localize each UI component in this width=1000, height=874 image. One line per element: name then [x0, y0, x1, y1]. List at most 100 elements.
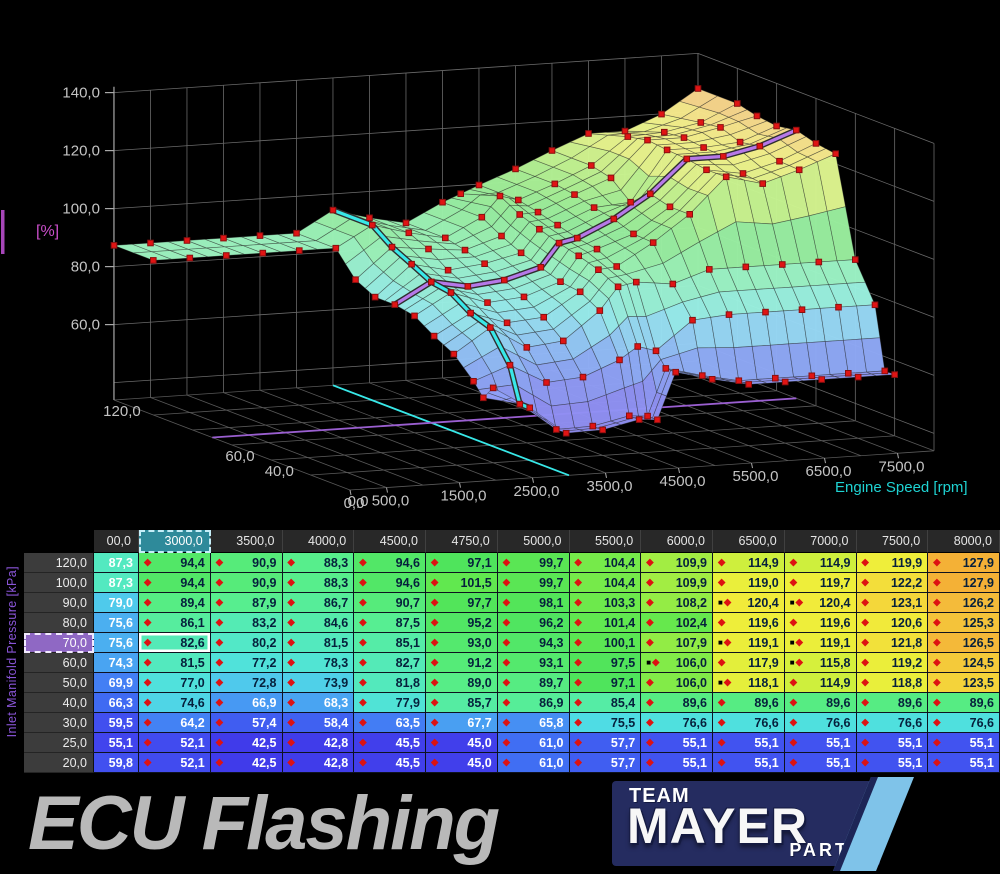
surface-point-marker[interactable]: [666, 203, 674, 211]
surface-point-marker[interactable]: [516, 211, 524, 218]
map-cell[interactable]: ◆ 119,9: [856, 553, 929, 573]
surface-point-marker[interactable]: [555, 239, 563, 247]
map-cell[interactable]: ◆ 55,1: [928, 733, 1000, 753]
surface-point-marker[interactable]: [562, 429, 570, 437]
map-cell[interactable]: ◆ 73,9: [282, 673, 355, 693]
surface-point-marker[interactable]: [543, 379, 550, 386]
surface-point-marker[interactable]: [613, 263, 621, 270]
map-cell[interactable]: ◆ 88,3: [282, 553, 355, 573]
surface-point-marker[interactable]: [717, 124, 724, 131]
col-header-8000_0[interactable]: 8000,0: [928, 530, 1000, 553]
row-header-120_0[interactable]: 120,0: [24, 553, 94, 573]
surface-point-marker[interactable]: [599, 426, 607, 434]
map-cell[interactable]: ◆ 94,6: [354, 573, 426, 593]
surface-point-marker[interactable]: [832, 150, 840, 157]
surface-point-marker[interactable]: [391, 301, 399, 308]
map-cell[interactable]: ◆ 89,6: [784, 693, 857, 713]
surface-point-marker[interactable]: [408, 260, 415, 268]
surface-point-marker[interactable]: [506, 361, 514, 369]
surface-point-marker[interactable]: [881, 367, 889, 375]
map-cell[interactable]: ◆ 55,1: [784, 753, 857, 773]
row-header-70_0[interactable]: 70,0: [24, 633, 94, 653]
map-cell[interactable]: ◆ 81,8: [354, 673, 426, 693]
map-cell[interactable]: ◆ 91,2: [426, 653, 498, 673]
surface-point-marker[interactable]: [708, 376, 716, 383]
surface-point-marker[interactable]: [739, 170, 747, 177]
map-cell[interactable]: ◆ 55,1: [641, 733, 713, 753]
map-cell[interactable]: ◆ 55,1: [928, 753, 1000, 773]
map-cell[interactable]: ◆ 55,1: [856, 733, 929, 753]
map-cell[interactable]: ◆ 67,7: [426, 713, 498, 733]
row-header-25_0[interactable]: 25,0: [24, 733, 94, 753]
surface-point-marker[interactable]: [689, 316, 696, 324]
map-cell[interactable]: ◆ 90,9: [210, 573, 283, 593]
map-cell[interactable]: ◆ 119,0: [713, 573, 785, 593]
map-cell[interactable]: ◆ 58,4: [282, 713, 355, 733]
surface-point-marker[interactable]: [835, 303, 842, 311]
surface-point-marker[interactable]: [571, 191, 578, 198]
map-cell[interactable]: ◆ 96,2: [497, 613, 570, 633]
map-cell[interactable]: ◆ 61,0: [497, 733, 570, 753]
surface-point-marker[interactable]: [891, 371, 899, 378]
map-cell[interactable]: ◆ 94,4: [139, 573, 211, 593]
surface-point-marker[interactable]: [734, 100, 741, 107]
surface-point-marker[interactable]: [649, 239, 657, 246]
surface-point-marker[interactable]: [652, 347, 660, 355]
map-cell[interactable]: ◆ 125,3: [928, 613, 1000, 633]
surface-point-marker[interactable]: [776, 157, 783, 165]
surface-point-marker[interactable]: [405, 229, 413, 237]
map-cell[interactable]: ◆ 89,6: [641, 693, 713, 713]
surface-point-marker[interactable]: [296, 247, 303, 254]
row-header-40_0[interactable]: 40,0: [24, 693, 94, 713]
map-cell[interactable]: ◆ 63,5: [354, 713, 426, 733]
map-cell[interactable]: ◆ 109,9: [641, 573, 713, 593]
surface-point-marker[interactable]: [700, 144, 707, 151]
map-cell[interactable]: ◆ 86,7: [282, 593, 355, 613]
map-cell[interactable]: ◆ 97,7: [426, 593, 498, 613]
map-cell[interactable]: ◆ 102,4: [641, 613, 713, 633]
surface-point-marker[interactable]: [475, 181, 483, 189]
surface-point-marker[interactable]: [614, 283, 622, 291]
row-header-100_0[interactable]: 100,0: [24, 573, 94, 593]
map-cell[interactable]: ◆ 126,5: [928, 633, 1000, 653]
row-header-20_0[interactable]: 20,0: [24, 753, 94, 773]
surface-point-marker[interactable]: [694, 85, 702, 92]
surface-point-marker[interactable]: [699, 372, 706, 379]
surface-point-marker[interactable]: [478, 213, 486, 221]
surface-point-marker[interactable]: [772, 374, 779, 382]
map-cell[interactable]: ◆ 76,6: [928, 713, 1000, 733]
surface-point-marker[interactable]: [616, 356, 623, 364]
map-cell[interactable]: ◆ 123,5: [928, 673, 1000, 693]
map-cell[interactable]: ◆ 127,9: [928, 573, 1000, 593]
map-cell[interactable]: 87,3: [94, 573, 139, 593]
surface-point-marker[interactable]: [512, 165, 519, 173]
surface-point-marker[interactable]: [593, 245, 601, 253]
surface-point-marker[interactable]: [781, 378, 789, 386]
map-cell[interactable]: ◆ 98,1: [497, 593, 570, 613]
map-cell[interactable]: ◆ 42,5: [210, 753, 283, 773]
surface-point-marker[interactable]: [759, 180, 767, 187]
map-cell[interactable]: ◆ 68,3: [282, 693, 355, 713]
map-cell[interactable]: ◆ 104,4: [569, 553, 642, 573]
surface-point-marker[interactable]: [722, 173, 730, 181]
map-cell[interactable]: 59,8: [94, 753, 139, 773]
surface-point-marker[interactable]: [607, 174, 615, 182]
surface-point-marker[interactable]: [585, 130, 592, 137]
map-cell[interactable]: ◆ 93,0: [426, 633, 498, 653]
map-cell[interactable]: ■ ◆ 118,1: [713, 673, 785, 693]
map-cell[interactable]: ◆ 126,2: [928, 593, 1000, 613]
surface-point-marker[interactable]: [812, 140, 820, 147]
map-cell[interactable]: ◆ 65,8: [497, 713, 570, 733]
map-cell[interactable]: ◆ 61,0: [497, 753, 570, 773]
surface-point-marker[interactable]: [798, 306, 806, 313]
surface-point-marker[interactable]: [720, 153, 727, 160]
map-cell[interactable]: ◆ 89,6: [928, 693, 1000, 713]
map-cell[interactable]: ◆ 109,9: [641, 553, 713, 573]
surface-point-marker[interactable]: [481, 260, 488, 267]
row-header-90_0[interactable]: 90,0: [24, 593, 94, 613]
map-cell[interactable]: ◆ 119,2: [856, 653, 929, 673]
surface-point-marker[interactable]: [220, 234, 227, 242]
surface-point-marker[interactable]: [661, 128, 668, 136]
surface-point-marker[interactable]: [683, 155, 691, 163]
surface-point-marker[interactable]: [579, 373, 587, 381]
